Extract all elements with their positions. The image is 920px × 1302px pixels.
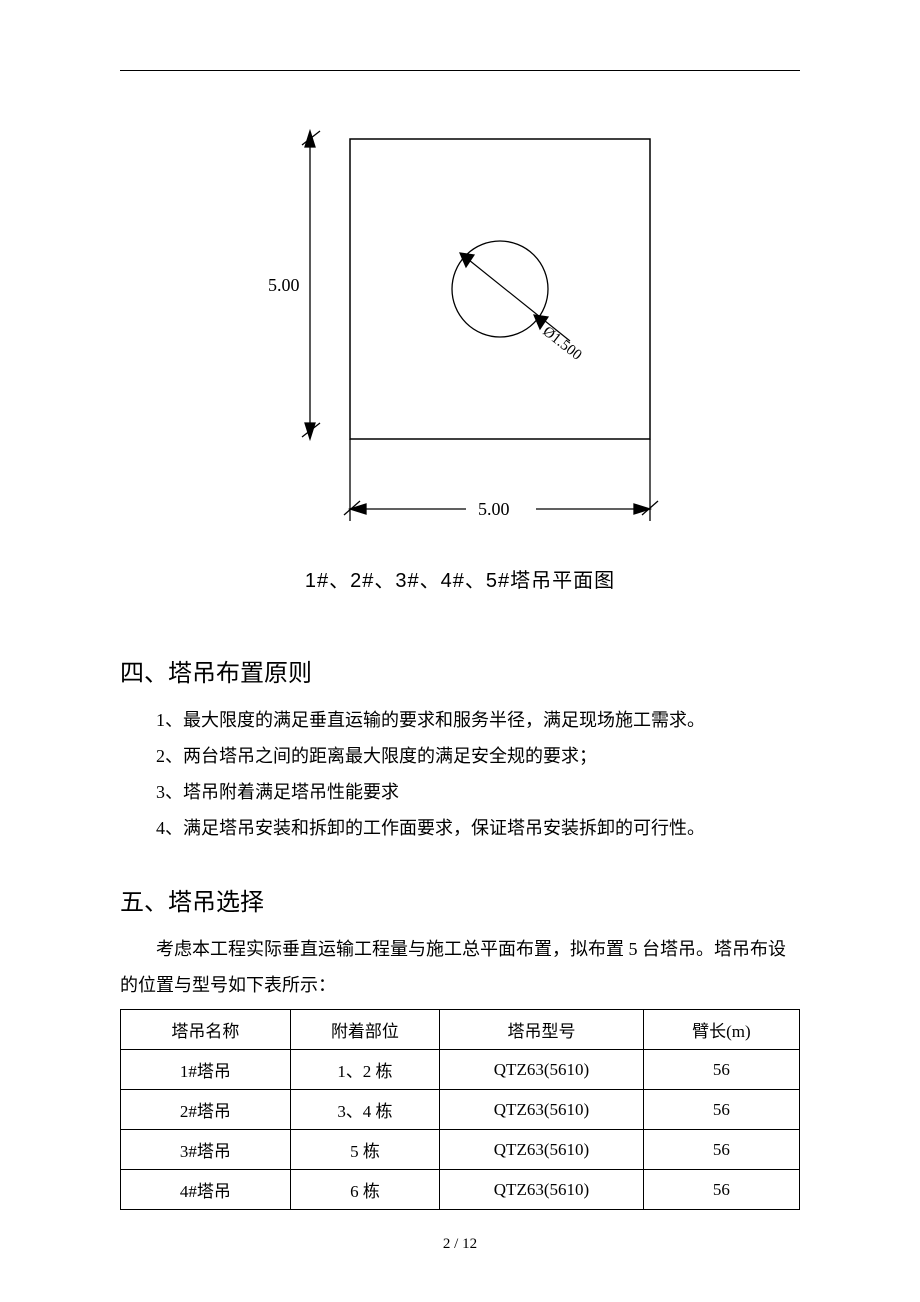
section4-item: 2、两台塔吊之间的距离最大限度的满足安全规的要求； — [120, 738, 800, 774]
diagram-caption: 1#、2#、3#、4#、5#塔吊平面图 — [120, 564, 800, 593]
cell: 56 — [643, 1170, 799, 1210]
section4-item: 3、塔吊附着满足塔吊性能要求 — [120, 774, 800, 810]
cell: 6 栋 — [290, 1170, 439, 1210]
cell: 1#塔吊 — [121, 1050, 291, 1090]
h-dim-label: 5.00 — [478, 499, 510, 519]
plan-svg: 5.00 Ø1.500 — [250, 111, 670, 541]
col-model: 塔吊型号 — [440, 1010, 644, 1050]
cell: 1、2 栋 — [290, 1050, 439, 1090]
header-rule — [120, 70, 800, 71]
section5-heading: 五、塔吊选择 — [120, 882, 800, 917]
col-name: 塔吊名称 — [121, 1010, 291, 1050]
cell: 2#塔吊 — [121, 1090, 291, 1130]
cell: QTZ63(5610) — [440, 1130, 644, 1170]
section4-heading: 四、塔吊布置原则 — [120, 653, 800, 688]
cell: 3#塔吊 — [121, 1130, 291, 1170]
plan-diagram: 5.00 Ø1.500 — [250, 111, 670, 546]
col-arm: 臂长(m) — [643, 1010, 799, 1050]
cell: 5 栋 — [290, 1130, 439, 1170]
section5-intro: 考虑本工程实际垂直运输工程量与施工总平面布置，拟布置 5 台塔吊。塔吊布设的位置… — [120, 931, 800, 1003]
v-dim-label: 5.00 — [268, 275, 300, 295]
section4-item: 4、满足塔吊安装和拆卸的工作面要求，保证塔吊安装拆卸的可行性。 — [120, 810, 800, 846]
cell: 56 — [643, 1050, 799, 1090]
table-row: 3#塔吊 5 栋 QTZ63(5610) 56 — [121, 1130, 800, 1170]
cell: 4#塔吊 — [121, 1170, 291, 1210]
table-row: 2#塔吊 3、4 栋 QTZ63(5610) 56 — [121, 1090, 800, 1130]
cell: QTZ63(5610) — [440, 1050, 644, 1090]
table-row: 1#塔吊 1、2 栋 QTZ63(5610) 56 — [121, 1050, 800, 1090]
diameter-label: Ø1.500 — [540, 324, 585, 364]
base-square — [350, 139, 650, 439]
page-number: 2 / 12 — [120, 1236, 800, 1253]
page: 5.00 Ø1.500 — [0, 0, 920, 1293]
cell: 3、4 栋 — [290, 1090, 439, 1130]
col-attach: 附着部位 — [290, 1010, 439, 1050]
cell: 56 — [643, 1130, 799, 1170]
cell: QTZ63(5610) — [440, 1170, 644, 1210]
cell: QTZ63(5610) — [440, 1090, 644, 1130]
table-row: 4#塔吊 6 栋 QTZ63(5610) 56 — [121, 1170, 800, 1210]
section4-item: 1、最大限度的满足垂直运输的要求和服务半径，满足现场施工需求。 — [120, 702, 800, 738]
cell: 56 — [643, 1090, 799, 1130]
table-header-row: 塔吊名称 附着部位 塔吊型号 臂长(m) — [121, 1010, 800, 1050]
crane-table: 塔吊名称 附着部位 塔吊型号 臂长(m) 1#塔吊 1、2 栋 QTZ63(56… — [120, 1009, 800, 1210]
